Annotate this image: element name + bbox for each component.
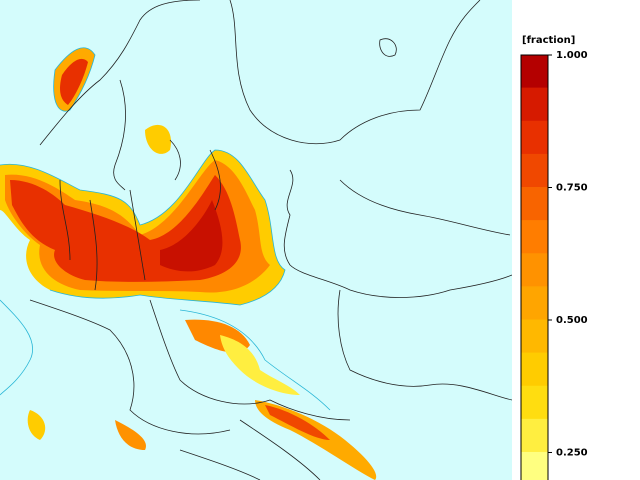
colorbar-bin: [520, 54, 549, 89]
colorbar-bin: [520, 385, 549, 420]
colorbar-bin: [520, 319, 549, 354]
colorbar-bin: [520, 87, 549, 122]
colorbar: 1.000 0.750 0.500 0.250: [520, 50, 588, 480]
colorbar-bin: [520, 153, 549, 188]
colorbar-bin: [520, 451, 549, 480]
colorbar-label: [fraction]: [522, 35, 575, 46]
colorbar-bin: [520, 286, 549, 321]
colorbar-bin: [520, 253, 549, 288]
field: [0, 47, 377, 480]
colorbar-bin: [520, 186, 549, 222]
colorbar-tick-label: 0.500: [556, 315, 588, 326]
borders: [29, 0, 513, 480]
colorbar-tick-label: 1.000: [556, 50, 588, 61]
colorbar-bin: [520, 120, 549, 155]
colorbar-tick-label: 0.750: [556, 182, 588, 193]
colorbar-bin: [520, 220, 549, 255]
colorbar-frame: [520, 54, 549, 480]
colorbar-bin: [520, 352, 549, 387]
contours: [0, 47, 331, 411]
map: [0, 0, 513, 480]
colorbar-tick-label: 0.250: [556, 447, 588, 458]
colorbar-bin: [520, 418, 549, 453]
